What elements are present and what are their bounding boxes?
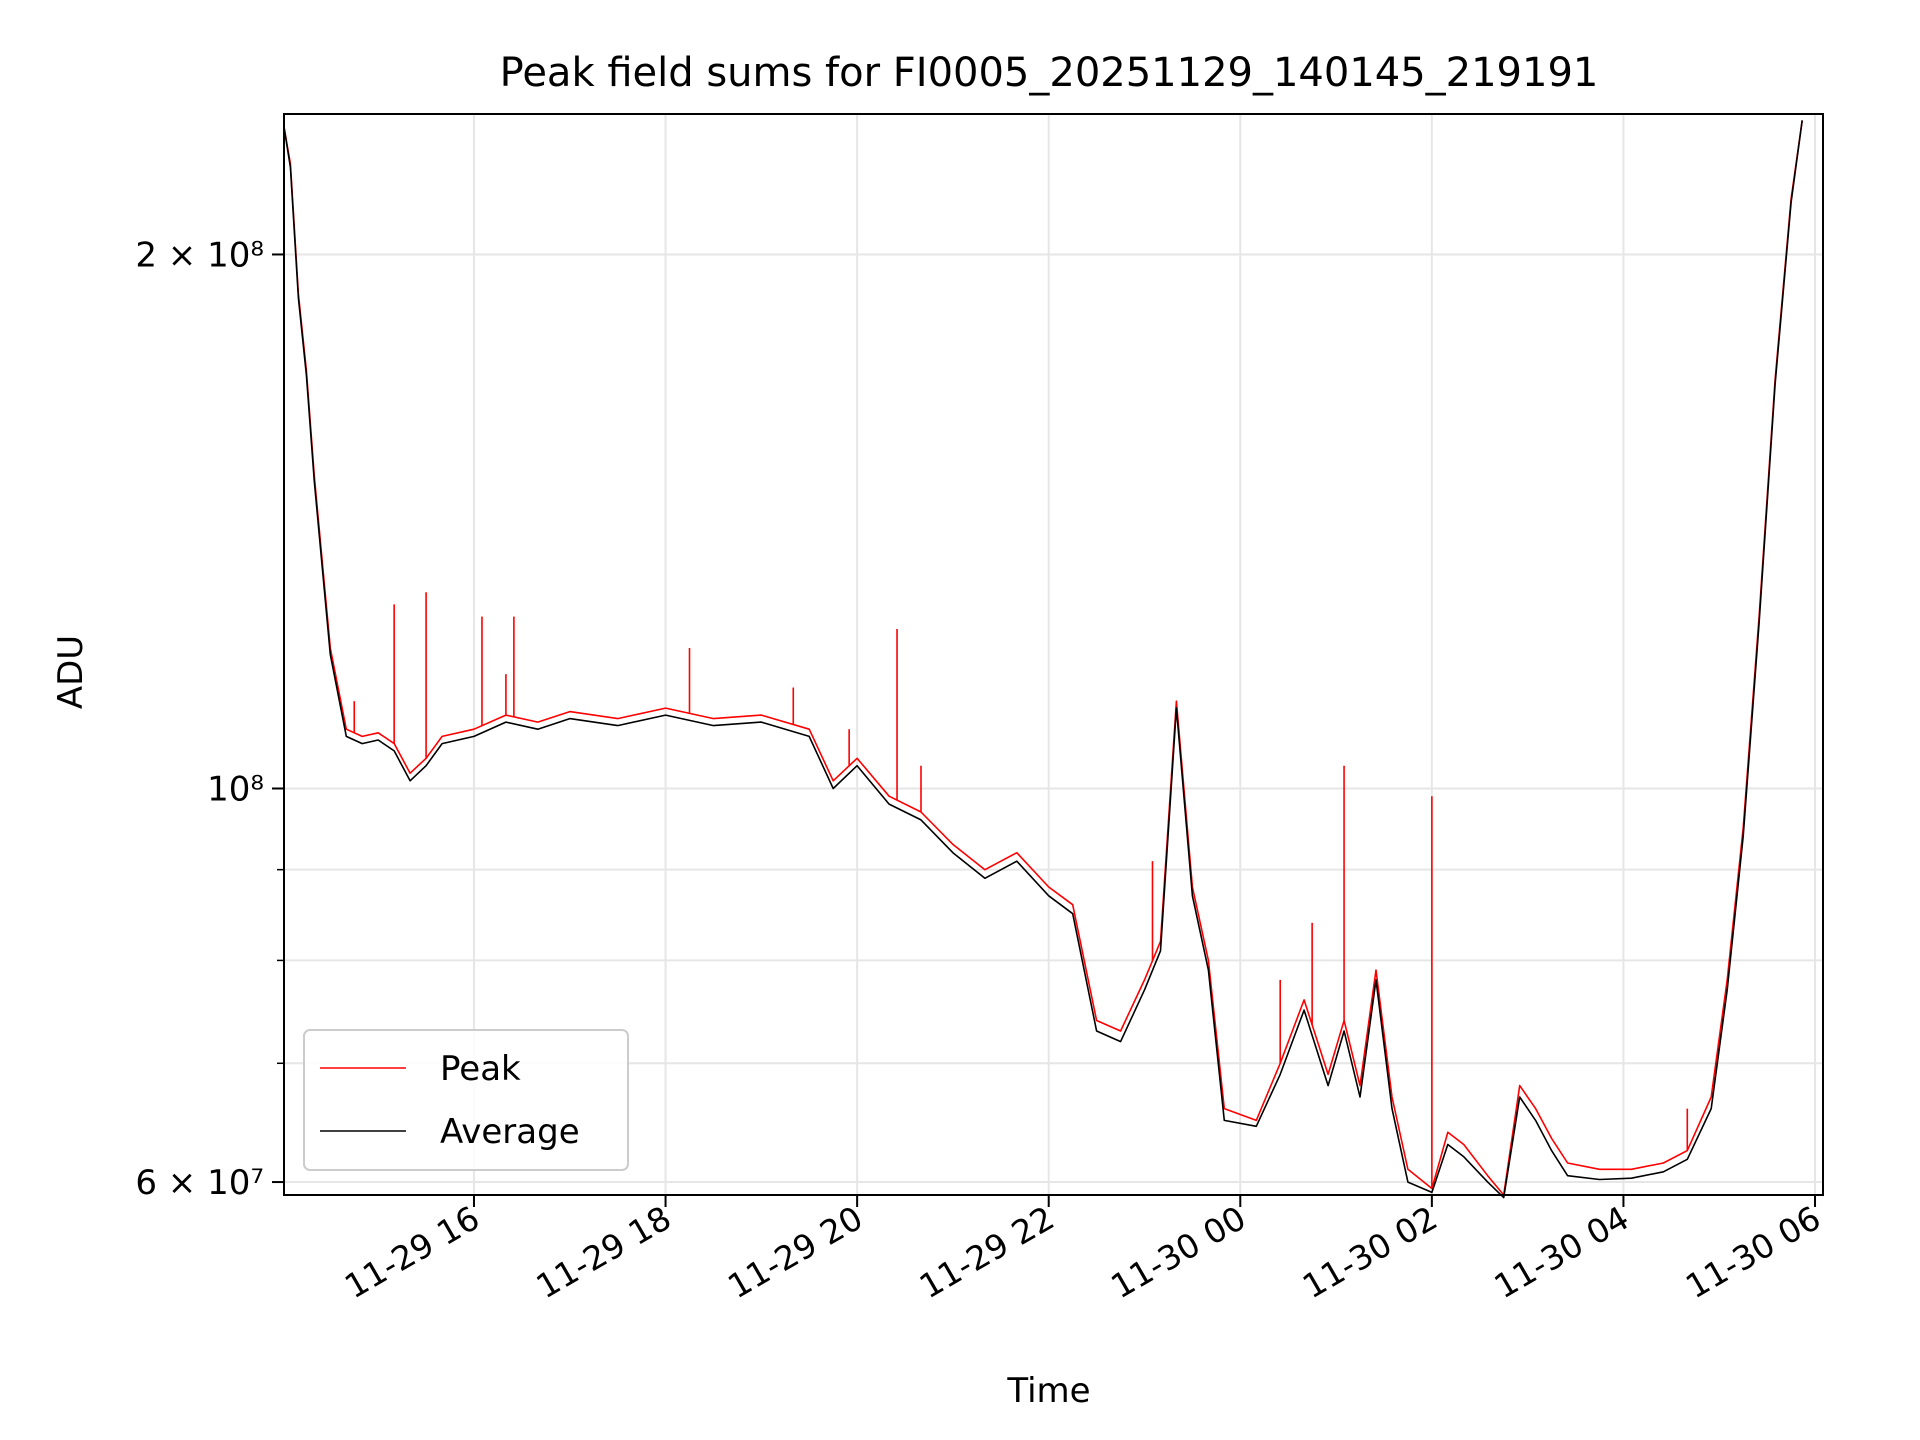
x-tick-label: 11-30 00 [1104, 1198, 1252, 1306]
x-tick-label: 11-30 06 [1679, 1198, 1827, 1306]
legend-label-average: Average [440, 1112, 580, 1152]
y-axis-ticks: 6 × 10⁷ 10⁸ 2 × 10⁸ [135, 235, 284, 1203]
legend-box [303, 1029, 629, 1171]
x-tick-label: 11-30 04 [1487, 1198, 1635, 1306]
x-axis-label: Time [1006, 1371, 1090, 1411]
y-tick-label: 10⁸ [207, 769, 264, 809]
legend: Peak Average [303, 1029, 629, 1171]
y-tick-label: 2 × 10⁸ [135, 235, 264, 275]
x-tick-label: 11-29 16 [338, 1198, 486, 1306]
chart-title: Peak field sums for FI0005_20251129_1401… [500, 50, 1599, 96]
series-line-average [283, 120, 1803, 1199]
x-tick-label: 11-30 02 [1296, 1198, 1444, 1306]
x-axis-ticks: 11-29 16 11-29 18 11-29 20 11-29 22 11-30 00… [338, 1195, 1827, 1306]
x-tick-label: 11-29 18 [530, 1198, 678, 1306]
y-axis-label: ADU [51, 635, 91, 709]
y-tick-label: 6 × 10⁷ [135, 1163, 264, 1203]
x-tick-label: 11-29 20 [721, 1198, 869, 1306]
x-tick-label: 11-29 22 [913, 1198, 1061, 1306]
legend-label-peak: Peak [440, 1049, 521, 1089]
plot-frame [283, 113, 1824, 1196]
series-group [283, 120, 1803, 1199]
